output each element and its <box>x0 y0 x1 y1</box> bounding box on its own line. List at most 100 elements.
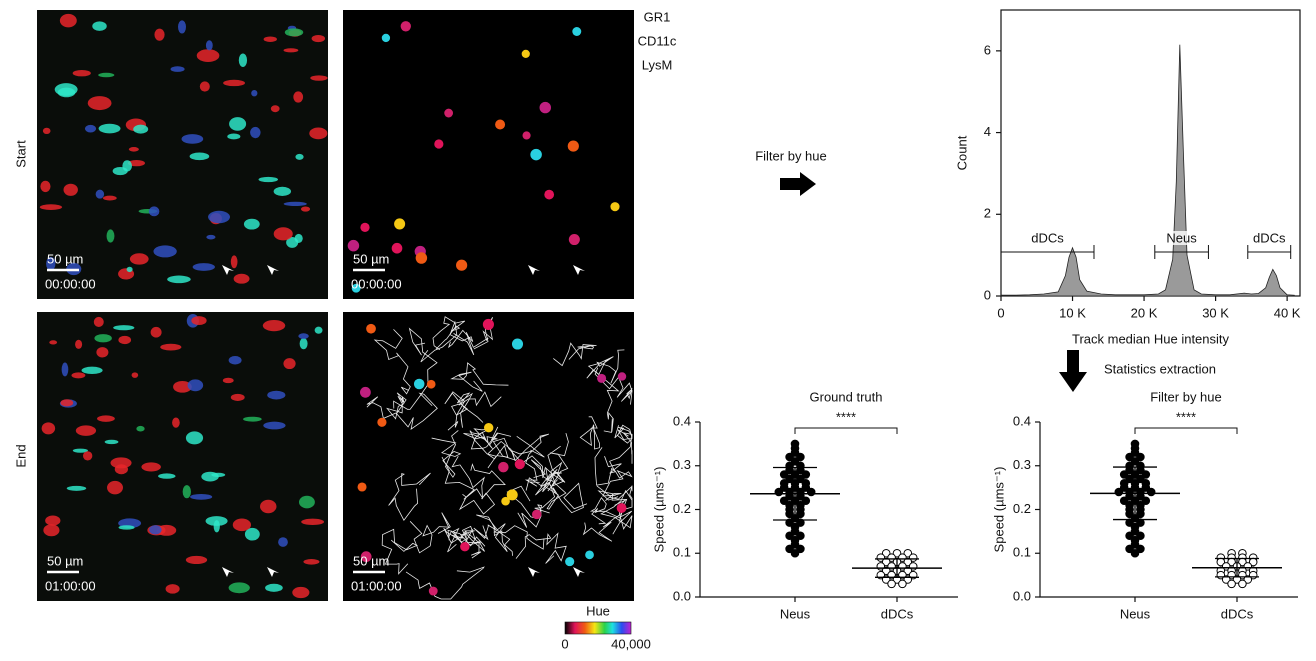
timestamp: 01:00:00 <box>351 578 402 593</box>
cell <box>234 274 250 284</box>
scale-label: 50 µm <box>47 553 83 568</box>
row-label: Start <box>13 140 28 168</box>
cell <box>132 372 139 378</box>
cell <box>271 105 280 112</box>
cell <box>141 462 161 471</box>
cell <box>149 206 160 216</box>
cell <box>94 317 104 327</box>
cell-sphere <box>515 459 525 469</box>
cell <box>244 219 260 230</box>
cell <box>250 127 260 138</box>
cell-sphere <box>360 387 371 398</box>
gate <box>1001 245 1094 259</box>
data-point <box>791 549 799 557</box>
cell <box>40 181 50 192</box>
data-point <box>1147 488 1155 496</box>
x-tick-label: 10 K <box>1059 305 1086 320</box>
cell-sphere <box>382 34 390 42</box>
cell-sphere <box>401 21 411 31</box>
x-tick-label: 40 K <box>1274 305 1301 320</box>
cell <box>171 66 185 72</box>
cell <box>119 525 135 529</box>
cell <box>127 267 133 272</box>
chart-title: Ground truth <box>810 389 883 404</box>
cell <box>40 204 62 210</box>
cell <box>264 36 277 42</box>
cell <box>229 117 246 131</box>
cell <box>231 255 238 268</box>
significance-bar <box>1135 428 1237 434</box>
cell-sphere <box>568 140 579 151</box>
significance-bar <box>795 428 897 434</box>
cell <box>208 211 230 223</box>
x-axis-label: Track median Hue intensity <box>1072 331 1230 346</box>
cell <box>136 426 144 432</box>
data-point <box>775 488 783 496</box>
x-tick-label: dDCs <box>881 606 914 621</box>
cell <box>153 245 176 257</box>
cell <box>188 379 204 391</box>
timestamp: 00:00:00 <box>45 276 96 291</box>
cell-sphere <box>427 380 436 389</box>
cell <box>60 14 77 27</box>
cell <box>243 417 262 422</box>
cell <box>167 276 191 284</box>
cell <box>158 473 175 478</box>
y-tick-label: 0.2 <box>673 501 691 516</box>
cell <box>267 391 285 400</box>
timestamp: 01:00:00 <box>45 578 96 593</box>
cell-sphere <box>617 503 627 513</box>
cell <box>178 20 186 33</box>
cell <box>284 48 299 52</box>
cell-sphere <box>522 50 530 58</box>
cell <box>96 347 108 357</box>
cell-sphere <box>360 223 369 232</box>
cell <box>186 431 203 444</box>
cell <box>274 227 293 240</box>
chart-title: Filter by hue <box>1150 389 1222 404</box>
cell <box>227 134 240 140</box>
cell <box>55 83 78 96</box>
cell-sphere <box>618 372 626 380</box>
cell-sphere <box>377 418 386 427</box>
cell <box>223 378 234 383</box>
cell <box>154 29 164 41</box>
cell-sphere <box>366 324 376 334</box>
cell-sphere <box>610 202 619 211</box>
y-tick-label: 0.4 <box>1013 413 1031 428</box>
data-point <box>1239 580 1247 588</box>
cell <box>197 49 220 62</box>
cell <box>193 263 215 271</box>
cell-sphere <box>483 319 494 330</box>
y-tick-label: 0 <box>984 287 991 302</box>
cell <box>263 422 285 430</box>
y-tick-label: 4 <box>984 124 991 139</box>
significance: **** <box>836 409 856 424</box>
cell <box>75 340 82 349</box>
histogram-area <box>1001 45 1294 296</box>
cell <box>98 73 114 78</box>
cell <box>88 96 112 110</box>
cell <box>303 559 319 565</box>
cell <box>300 338 308 349</box>
cell-sphere <box>484 423 493 432</box>
cell <box>94 334 111 342</box>
scale-label: 50 µm <box>353 251 389 266</box>
cell <box>206 235 215 240</box>
cell <box>229 356 242 364</box>
cell-sphere <box>429 587 438 596</box>
cell <box>105 440 119 444</box>
cell-sphere <box>456 260 467 271</box>
cell <box>315 327 323 334</box>
cell <box>73 70 91 76</box>
cell <box>71 372 85 378</box>
scale-label: 50 µm <box>47 251 83 266</box>
cell <box>231 394 245 401</box>
cell-sphere <box>434 139 443 148</box>
y-tick-label: 0.3 <box>673 457 691 472</box>
axes <box>700 422 958 597</box>
cell-sphere <box>532 510 542 520</box>
data-point <box>807 488 815 496</box>
cell <box>295 154 303 160</box>
cell-sphere <box>358 482 367 491</box>
